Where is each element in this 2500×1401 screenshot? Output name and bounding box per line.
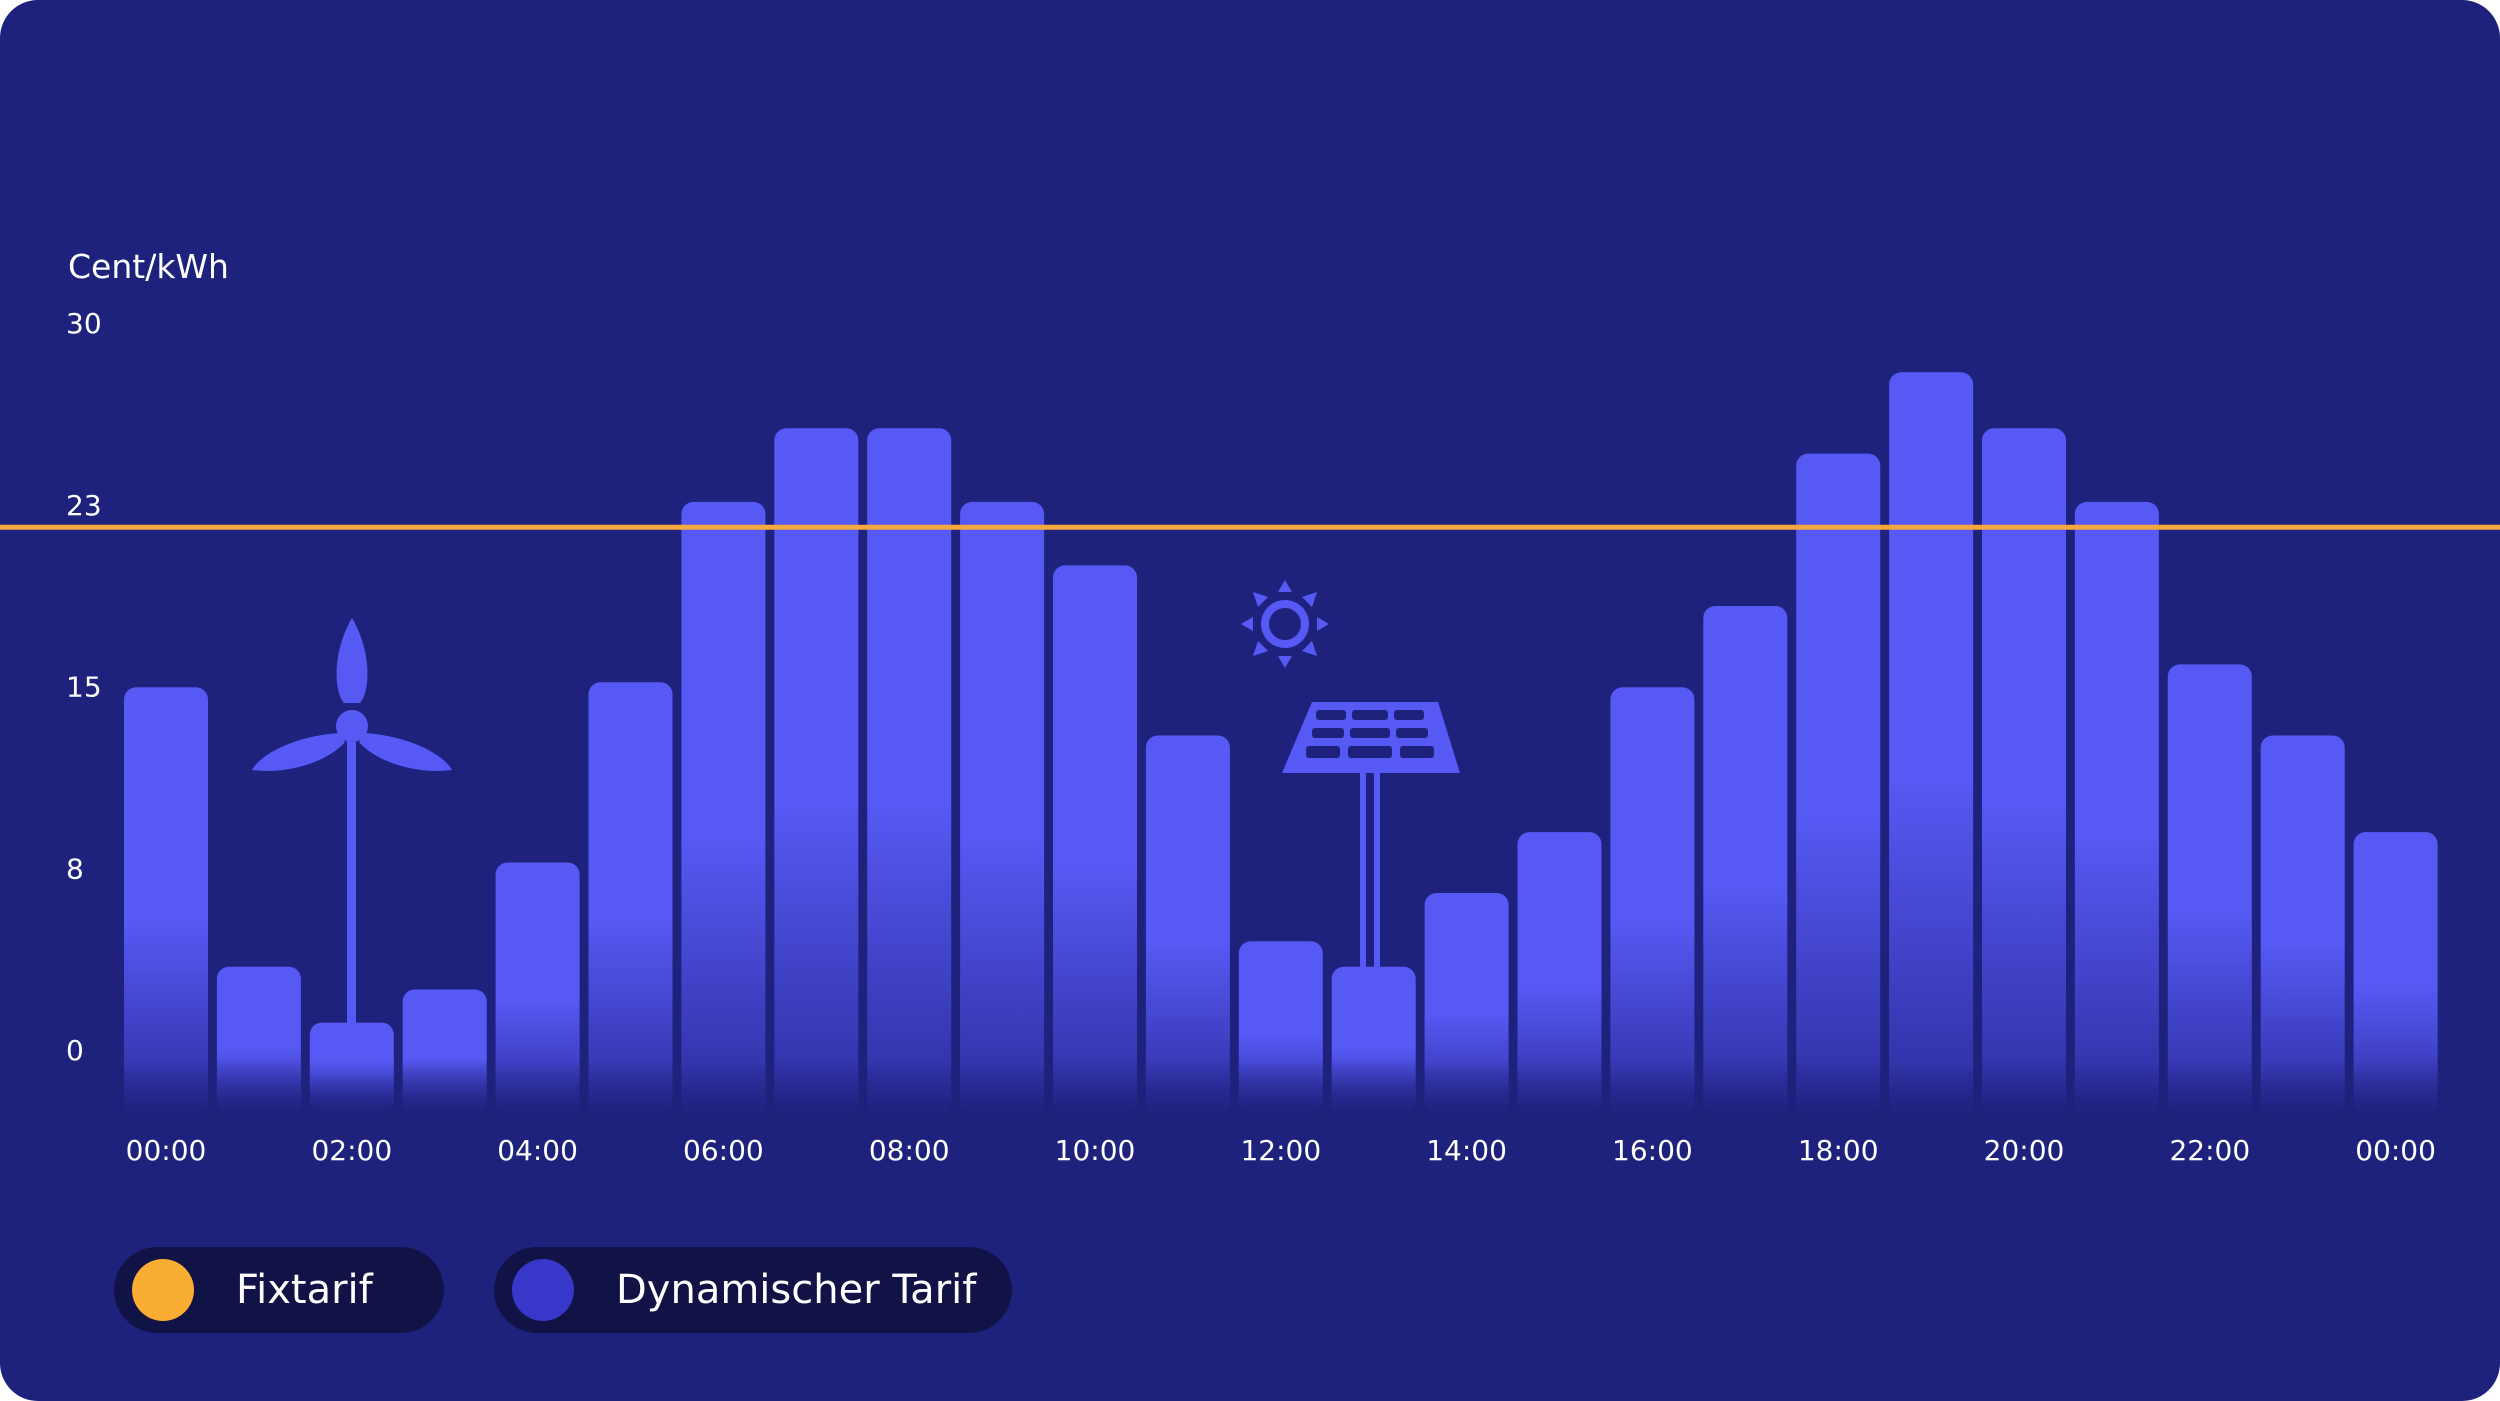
bar-20 <box>1982 428 2066 1114</box>
x-tick-label: 20:00 <box>1984 1134 2065 1167</box>
bar-6 <box>681 501 766 1114</box>
y-tick-label: 15 <box>66 671 102 704</box>
bar-18 <box>1796 453 1881 1115</box>
bar-5 <box>588 682 673 1114</box>
y-tick-label: 8 <box>66 852 84 885</box>
bar-24 <box>2353 832 2438 1114</box>
bar-11 <box>1145 735 1230 1114</box>
legend-item-dynamischer-tarif[interactable]: Dynamischer Tarif <box>494 1247 1012 1333</box>
y-tick-label: 30 <box>66 307 102 340</box>
solar-panel-icon <box>1282 702 1460 978</box>
y-axis-ticks: 0 8 15 23 30 <box>66 307 102 1067</box>
fixtarif-swatch <box>132 1259 194 1321</box>
bar-16 <box>1610 687 1695 1114</box>
legend-item-fixtarif[interactable]: Fixtarif <box>114 1247 444 1333</box>
bottom-fade <box>0 1060 2500 1115</box>
x-tick-label: 02:00 <box>311 1134 392 1167</box>
x-tick-label: 18:00 <box>1798 1134 1879 1167</box>
bar-14 <box>1424 893 1509 1114</box>
bar-21 <box>2074 501 2159 1114</box>
dynamischer-tarif-swatch <box>512 1259 574 1321</box>
x-axis-ticks: 00:00 02:00 04:00 06:00 08:00 10:00 12:00 14:00… <box>126 1134 2436 1167</box>
x-tick-label: 08:00 <box>869 1134 950 1167</box>
x-tick-label: 16:00 <box>1612 1134 1693 1167</box>
x-tick-label: 00:00 <box>2355 1134 2436 1167</box>
x-tick-label: 04:00 <box>497 1134 578 1167</box>
x-tick-label: 22:00 <box>2169 1134 2250 1167</box>
bar-15 <box>1517 832 1602 1114</box>
bar-9 <box>960 501 1045 1114</box>
bar-10 <box>1053 565 1137 1114</box>
x-tick-label: 10:00 <box>1055 1134 1136 1167</box>
sun-icon <box>1241 580 1329 668</box>
y-tick-label: 0 <box>66 1034 84 1067</box>
bar-19 <box>1889 372 1974 1114</box>
wind-turbine-icon <box>252 618 452 1025</box>
legend-label-fixtarif: Fixtarif <box>236 1267 373 1313</box>
bars-group <box>124 372 2438 1115</box>
bar-23 <box>2260 735 2345 1114</box>
x-tick-label: 00:00 <box>126 1134 207 1167</box>
bar-0 <box>124 687 208 1114</box>
x-tick-label: 12:00 <box>1240 1134 1321 1167</box>
bar-22 <box>2167 664 2252 1114</box>
x-tick-label: 14:00 <box>1426 1134 1507 1167</box>
bar-4 <box>495 862 580 1114</box>
bar-17 <box>1703 606 1788 1114</box>
bar-7 <box>774 428 859 1114</box>
x-tick-label: 06:00 <box>683 1134 764 1167</box>
y-axis-label: Cent/kWh <box>68 247 229 286</box>
legend-label-dynamischer-tarif: Dynamischer Tarif <box>616 1267 977 1313</box>
y-tick-label: 23 <box>66 489 102 522</box>
bar-8 <box>867 428 952 1114</box>
